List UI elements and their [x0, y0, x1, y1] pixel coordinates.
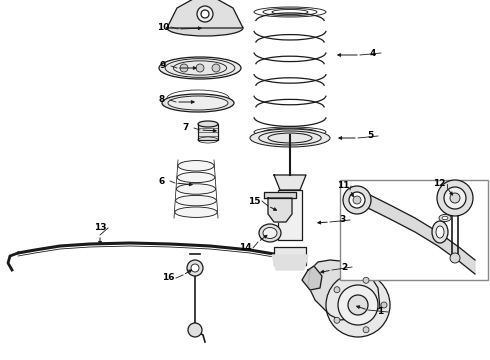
Ellipse shape [176, 184, 216, 194]
Text: 2: 2 [341, 262, 347, 271]
Circle shape [450, 253, 460, 263]
Circle shape [348, 295, 368, 315]
Ellipse shape [159, 57, 241, 79]
Ellipse shape [162, 94, 234, 112]
Text: 4: 4 [370, 49, 376, 58]
Ellipse shape [178, 161, 214, 171]
Text: 1: 1 [377, 307, 383, 316]
Ellipse shape [259, 224, 281, 242]
Polygon shape [274, 175, 306, 190]
Ellipse shape [432, 221, 448, 243]
Circle shape [334, 317, 340, 323]
Text: 10: 10 [157, 22, 169, 31]
Text: 15: 15 [248, 197, 260, 206]
Bar [278, 190, 302, 240]
Circle shape [201, 10, 209, 18]
Text: 7: 7 [183, 123, 189, 132]
Ellipse shape [198, 121, 218, 127]
Circle shape [349, 192, 365, 208]
Circle shape [212, 64, 220, 72]
Circle shape [353, 196, 361, 204]
Text: 14: 14 [239, 243, 251, 252]
Circle shape [343, 186, 371, 214]
Circle shape [191, 264, 199, 272]
Polygon shape [272, 255, 308, 270]
Circle shape [363, 277, 369, 283]
Circle shape [444, 187, 466, 209]
Ellipse shape [439, 215, 451, 221]
Ellipse shape [175, 195, 217, 206]
Polygon shape [264, 192, 296, 198]
Ellipse shape [436, 226, 444, 238]
Text: 5: 5 [367, 131, 373, 140]
Circle shape [197, 6, 213, 22]
Circle shape [381, 302, 387, 308]
Text: 8: 8 [159, 95, 165, 104]
Ellipse shape [168, 96, 228, 110]
Text: 12: 12 [433, 180, 445, 189]
Text: 16: 16 [162, 274, 174, 283]
Ellipse shape [167, 20, 243, 36]
Circle shape [180, 64, 188, 72]
Text: 3: 3 [339, 216, 345, 225]
Ellipse shape [263, 228, 277, 238]
Circle shape [326, 273, 390, 337]
Circle shape [196, 64, 204, 72]
Polygon shape [167, 0, 243, 28]
Circle shape [363, 327, 369, 333]
Text: 9: 9 [160, 62, 166, 71]
Circle shape [187, 260, 203, 276]
Bar [198, 124, 218, 140]
Ellipse shape [250, 129, 330, 147]
Circle shape [188, 323, 202, 337]
Polygon shape [355, 190, 475, 274]
Circle shape [437, 180, 473, 216]
Circle shape [334, 287, 340, 293]
Circle shape [338, 285, 378, 325]
Ellipse shape [442, 216, 448, 220]
Polygon shape [308, 260, 380, 320]
Bar [340, 180, 488, 280]
Text: 6: 6 [159, 176, 165, 185]
Ellipse shape [177, 172, 215, 183]
Text: 13: 13 [94, 224, 106, 233]
Text: 11: 11 [337, 181, 349, 190]
Bar [274, 247, 306, 265]
Ellipse shape [175, 207, 217, 217]
Polygon shape [268, 198, 292, 222]
Circle shape [450, 193, 460, 203]
Polygon shape [302, 266, 322, 290]
